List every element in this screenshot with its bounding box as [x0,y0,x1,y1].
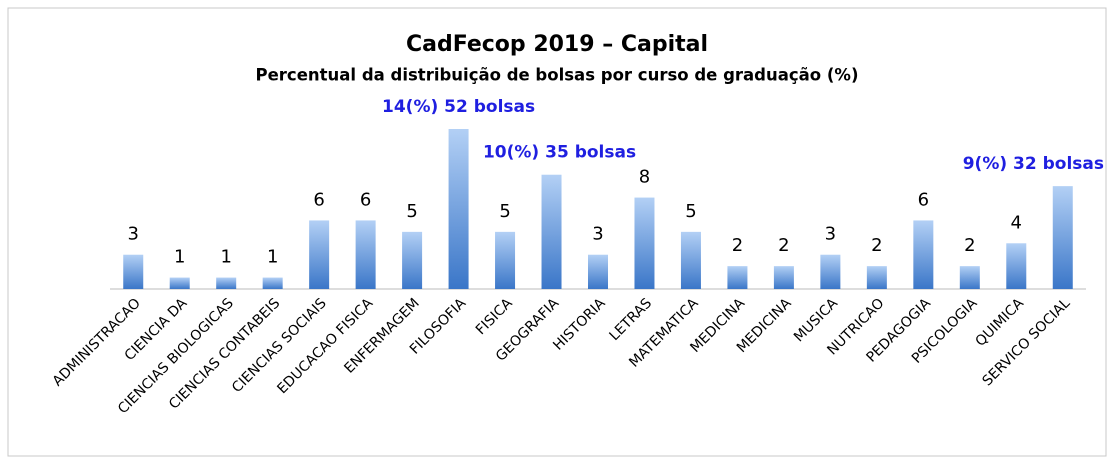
data-label: 10(%) 35 bolsas [483,143,636,163]
bar [123,254,144,289]
data-label: 6 [918,189,929,210]
bar [588,254,608,289]
data-label: 2 [871,235,882,256]
data-label: 2 [964,235,975,256]
data-label: 9(%) 32 bolsas [963,154,1104,174]
data-label: 5 [406,201,417,222]
bar [727,266,748,289]
bar [866,266,887,289]
bar [634,197,655,289]
data-label: 6 [360,189,371,210]
bar [216,277,237,289]
data-label: 5 [685,201,696,222]
bar [913,220,934,289]
data-label: 3 [825,224,836,245]
bar [1006,243,1027,289]
bar [169,277,190,289]
bar [262,277,283,289]
bar [820,254,841,289]
data-label: 1 [174,247,185,268]
bar [959,266,980,289]
data-label: 1 [267,247,278,268]
bar [541,174,562,289]
bar [448,129,469,289]
bar [309,220,330,289]
data-label: 3 [128,224,139,245]
bar [1052,186,1073,289]
data-label: 8 [639,167,650,188]
bar [402,231,423,289]
chart-subtitle: Percentual da distribuição de bolsas por… [256,66,859,85]
data-label: 5 [499,201,510,222]
chart-title: CadFecop 2019 – Capital [406,32,708,57]
bar [495,231,516,289]
data-label: 1 [220,247,231,268]
data-label: 2 [778,235,789,256]
bar [355,220,376,289]
data-label: 4 [1011,212,1022,233]
data-label: 3 [592,224,603,245]
bar [680,231,701,289]
data-label: 2 [732,235,743,256]
data-label: 14(%) 52 bolsas [382,97,535,117]
bar [773,266,794,289]
data-label: 6 [313,189,324,210]
